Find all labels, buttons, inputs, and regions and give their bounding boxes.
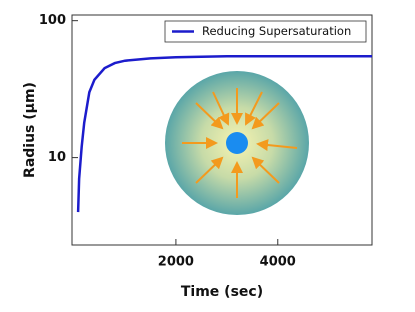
illustration bbox=[165, 71, 309, 215]
y-axis-label: Radius (μm) bbox=[22, 82, 38, 178]
y-tick-label: 100 bbox=[39, 13, 66, 28]
x-tick-label: 4000 bbox=[260, 255, 296, 270]
plot-frame bbox=[71, 14, 373, 246]
y-tick-label: 10 bbox=[48, 150, 66, 165]
legend-box bbox=[164, 20, 367, 43]
line-series bbox=[76, 54, 372, 213]
x-axis-label: Time (sec) bbox=[181, 284, 263, 300]
legend-label: Reducing Supersaturation bbox=[202, 24, 351, 38]
x-tick-label: 2000 bbox=[158, 255, 194, 270]
nucleus bbox=[226, 132, 248, 154]
arrows bbox=[182, 88, 298, 198]
legend: Reducing Supersaturation bbox=[164, 20, 367, 43]
